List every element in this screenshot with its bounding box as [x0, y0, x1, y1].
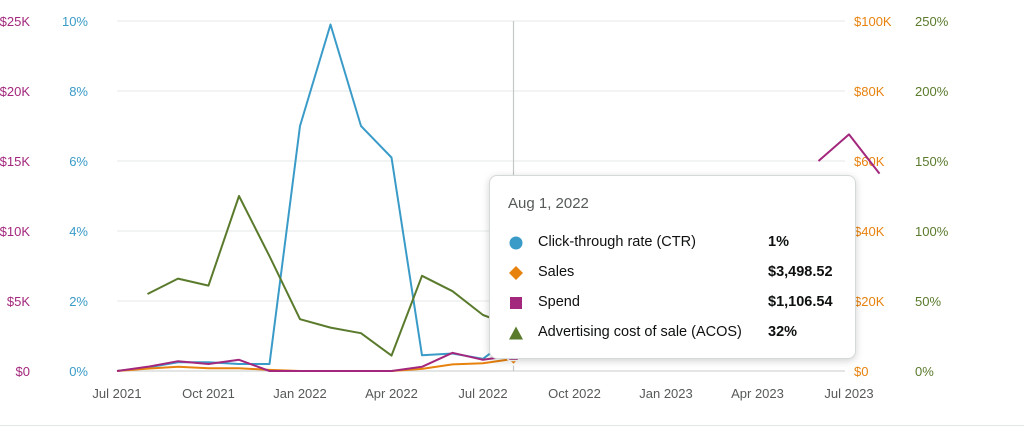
- sales-tick-label: $80K: [854, 84, 885, 99]
- tooltip-row-spend: Spend $1,106.54: [508, 292, 843, 314]
- tooltip-row-sales: Sales $3,498.52: [508, 262, 843, 284]
- series-line: [147, 195, 545, 357]
- sales-tick-label: $100K: [854, 14, 892, 29]
- x-tick-label: Apr 2022: [365, 386, 418, 401]
- square-marker-icon: [510, 297, 522, 309]
- tooltip-label: Sales: [538, 264, 575, 280]
- tooltip-label: Click-through rate (CTR): [538, 234, 696, 250]
- acos-tick-label: 250%: [915, 14, 949, 29]
- acos-tick-label: 150%: [915, 154, 949, 169]
- ctr-tick-label: 10%: [62, 14, 88, 29]
- ctr-tick-label: 6%: [69, 154, 88, 169]
- tooltip-label: Spend: [538, 294, 580, 310]
- tooltip-value: $1,106.54: [768, 294, 833, 310]
- ctr-tick-label: 0%: [69, 364, 88, 379]
- series-line: [116, 346, 545, 372]
- series-line: [116, 23, 545, 372]
- spend-tick-label: $15K: [0, 154, 30, 169]
- tooltip-row-ctr: Click-through rate (CTR) 1%: [508, 232, 843, 254]
- bottom-divider: [0, 425, 1024, 426]
- sales-tick-label: $0: [854, 364, 868, 379]
- tooltip-value: 32%: [768, 324, 798, 340]
- x-tick-label: Jul 2023: [824, 386, 873, 401]
- tooltip-label: Advertising cost of sale (ACOS): [538, 324, 742, 340]
- diamond-marker-icon: [509, 266, 523, 280]
- tooltip-date: Aug 1, 2022: [508, 195, 589, 212]
- ctr-tick-label: 2%: [69, 294, 88, 309]
- sales-tick-label: $40K: [854, 224, 885, 239]
- series-line: [817, 133, 881, 175]
- x-tick-label: Apr 2023: [731, 386, 784, 401]
- tooltip-value: $3,498.52: [768, 264, 833, 280]
- acos-tick-label: 0%: [915, 364, 934, 379]
- x-tick-label: Oct 2022: [548, 386, 601, 401]
- tooltip-row-acos: Advertising cost of sale (ACOS) 32%: [508, 322, 843, 344]
- spend-tick-label: $20K: [0, 84, 30, 99]
- x-tick-label: Oct 2021: [182, 386, 235, 401]
- acos-tick-label: 200%: [915, 84, 949, 99]
- x-tick-label: Jan 2022: [273, 386, 327, 401]
- spend-tick-label: $0: [16, 364, 30, 379]
- spend-tick-label: $10K: [0, 224, 30, 239]
- chart-tooltip: Aug 1, 2022 Click-through rate (CTR) 1% …: [489, 175, 856, 359]
- acos-tick-label: 50%: [915, 294, 941, 309]
- triangle-marker-icon: [509, 326, 523, 340]
- spend-tick-label: $25K: [0, 14, 30, 29]
- ctr-tick-label: 4%: [69, 224, 88, 239]
- circle-marker-icon: [509, 236, 523, 250]
- sales-tick-label: $20K: [854, 294, 885, 309]
- x-tick-label: Jul 2021: [92, 386, 141, 401]
- x-tick-label: Jan 2023: [639, 386, 693, 401]
- x-tick-label: Jul 2022: [458, 386, 507, 401]
- tooltip-value: 1%: [768, 234, 789, 250]
- spend-tick-label: $5K: [7, 294, 30, 309]
- ctr-tick-label: 8%: [69, 84, 88, 99]
- acos-tick-label: 100%: [915, 224, 949, 239]
